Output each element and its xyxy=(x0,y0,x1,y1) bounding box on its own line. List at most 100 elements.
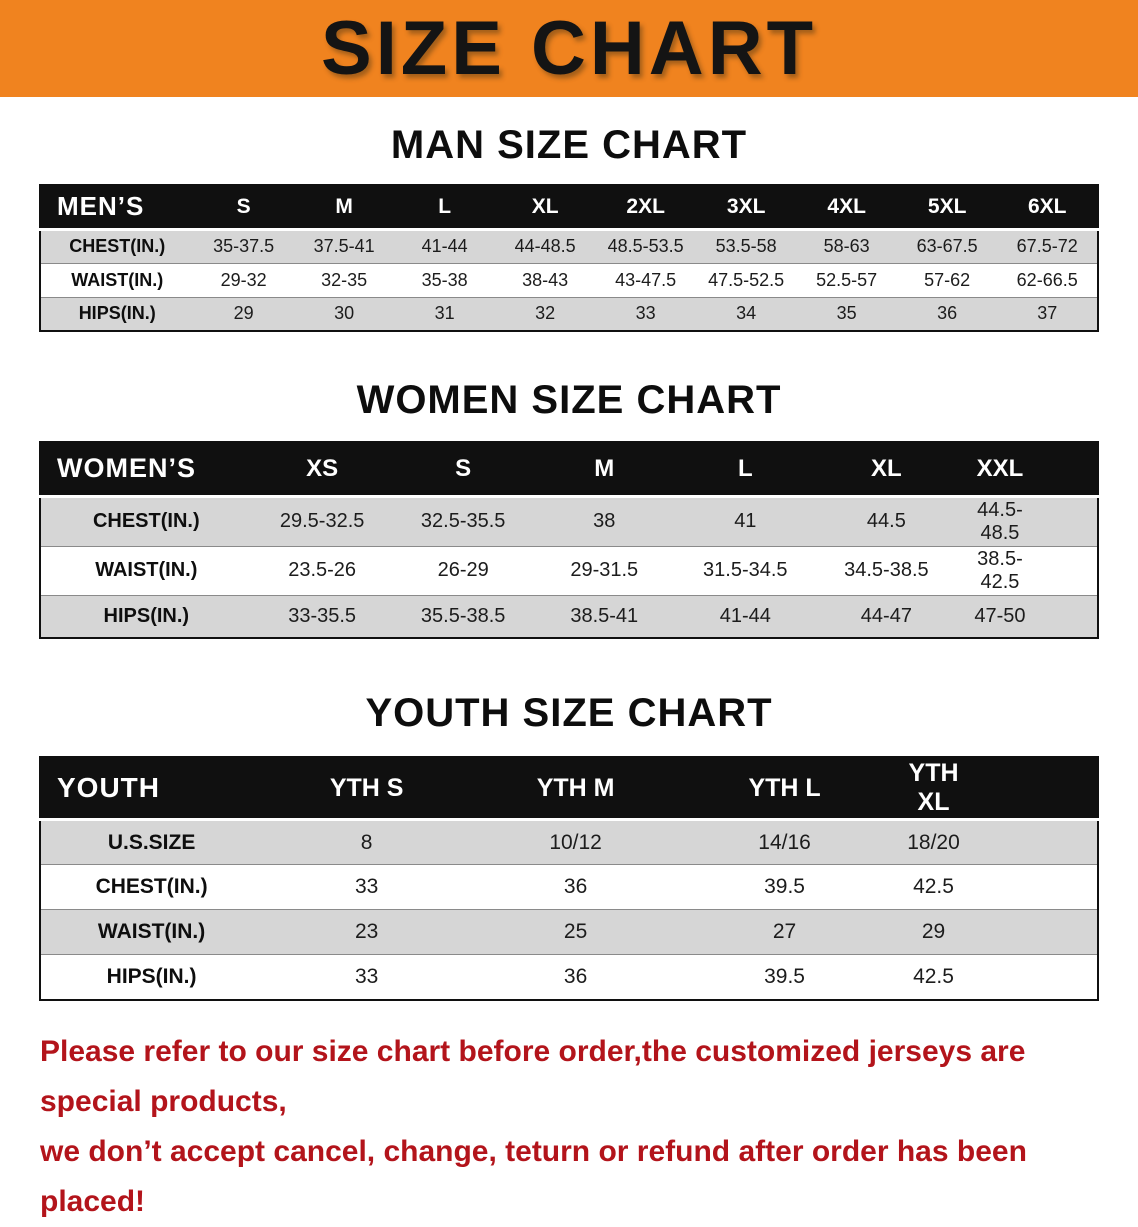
cell: 36 xyxy=(471,954,681,1000)
header-cell: 3XL xyxy=(695,185,797,231)
cell: 48.5-53.5 xyxy=(595,228,696,263)
table-row: HIPS(IN.) 33-35.5 35.5-38.5 38.5-41 41-4… xyxy=(40,594,1098,638)
header-cell: XS xyxy=(251,442,393,498)
header-cell: YTH XL xyxy=(889,757,1098,821)
header-cell: L xyxy=(394,185,495,231)
header-cell: XL xyxy=(815,442,957,498)
cell: 27 xyxy=(680,909,890,955)
cell: 31 xyxy=(394,296,495,331)
youth-header-corner: YOUTH xyxy=(40,757,263,821)
cell: 41 xyxy=(674,495,816,546)
youth-section-title: YOUTH SIZE CHART xyxy=(365,691,773,735)
header-cell: M xyxy=(533,442,675,498)
cell: 38.5-42.5 xyxy=(956,545,1098,595)
cell: 36 xyxy=(471,864,681,910)
table-row: CHEST(IN.) 33 36 39.5 42.5 xyxy=(40,864,1098,910)
cell: 33 xyxy=(262,954,472,1000)
cell: 38 xyxy=(533,495,675,546)
table-row: WAIST(IN.) 23.5-26 26-29 29-31.5 31.5-34… xyxy=(40,545,1098,595)
footer-note-line-1: Please refer to our size chart before or… xyxy=(40,1034,1026,1118)
cell: 32 xyxy=(494,296,596,331)
cell: 35 xyxy=(796,296,897,331)
cell: 57-62 xyxy=(896,262,998,297)
header-cell: 6XL xyxy=(997,185,1098,231)
table-row: CHEST(IN.) 29.5-32.5 32.5-35.5 38 41 44.… xyxy=(40,495,1098,546)
cell: 30 xyxy=(293,296,395,331)
women-table-header: WOMEN’S XS S M L XL XXL xyxy=(40,442,1098,498)
cell: 67.5-72 xyxy=(997,228,1098,263)
header-cell: S xyxy=(392,442,534,498)
women-header-corner: WOMEN’S xyxy=(40,442,252,498)
cell: 44-47 xyxy=(815,594,957,638)
cell: 33 xyxy=(262,864,472,910)
header-cell: M xyxy=(293,185,395,231)
cell: 63-67.5 xyxy=(896,228,998,263)
cell: 35.5-38.5 xyxy=(392,594,534,638)
cell: 36 xyxy=(896,296,998,331)
header-row: MEN’S S M L XL 2XL 3XL 4XL 5XL 6XL xyxy=(40,185,1098,231)
cell: 31.5-34.5 xyxy=(674,545,816,595)
cell: 62-66.5 xyxy=(997,262,1098,297)
cell: 58-63 xyxy=(796,228,897,263)
cell: 29 xyxy=(889,909,1098,955)
cell: 35-37.5 xyxy=(193,228,294,263)
header-cell: 2XL xyxy=(595,185,696,231)
header-cell: XL xyxy=(494,185,596,231)
header-cell: YTH L xyxy=(680,757,890,821)
table-row: CHEST(IN.) 35-37.5 37.5-41 41-44 44-48.5… xyxy=(40,228,1098,263)
cell: 26-29 xyxy=(392,545,534,595)
cell: 23.5-26 xyxy=(251,545,393,595)
page-title: SIZE CHART xyxy=(321,6,817,91)
cell: 34 xyxy=(695,296,797,331)
cell: 25 xyxy=(471,909,681,955)
header-cell: S xyxy=(193,185,294,231)
cell: 42.5 xyxy=(889,864,1098,910)
header-cell: YTH S xyxy=(262,757,472,821)
cell: 23 xyxy=(262,909,472,955)
cell: 29-31.5 xyxy=(533,545,675,595)
row-label: CHEST(IN.) xyxy=(40,228,194,263)
row-label: U.S.SIZE xyxy=(40,819,263,865)
footer-note-line-2: we don’t accept cancel, change, teturn o… xyxy=(40,1134,1027,1218)
header-cell: 5XL xyxy=(896,185,998,231)
cell: 32.5-35.5 xyxy=(392,495,534,546)
table-row: HIPS(IN.) 29 30 31 32 33 34 35 36 37 xyxy=(40,296,1098,331)
cell: 34.5-38.5 xyxy=(815,545,957,595)
youth-table-body: U.S.SIZE 8 10/12 14/16 18/20 CHEST(IN.) … xyxy=(40,819,1098,1000)
cell: 35-38 xyxy=(394,262,495,297)
row-label: CHEST(IN.) xyxy=(40,864,263,910)
cell: 8 xyxy=(262,819,472,865)
table-row: WAIST(IN.) 23 25 27 29 xyxy=(40,909,1098,955)
header-cell: 4XL xyxy=(796,185,897,231)
cell: 39.5 xyxy=(680,864,890,910)
cell: 41-44 xyxy=(674,594,816,638)
cell: 37 xyxy=(997,296,1098,331)
cell: 44-48.5 xyxy=(494,228,596,263)
women-section-title: WOMEN SIZE CHART xyxy=(356,378,782,422)
cell: 47.5-52.5 xyxy=(695,262,797,297)
row-label: WAIST(IN.) xyxy=(40,909,263,955)
cell: 53.5-58 xyxy=(695,228,797,263)
cell: 38-43 xyxy=(494,262,596,297)
cell: 32-35 xyxy=(293,262,395,297)
cell: 44.5 xyxy=(815,495,957,546)
header-cell: YTH M xyxy=(471,757,681,821)
men-header-corner: MEN’S xyxy=(40,185,194,231)
header-row: WOMEN’S XS S M L XL XXL xyxy=(40,442,1098,498)
row-label: WAIST(IN.) xyxy=(40,545,252,595)
cell: 43-47.5 xyxy=(595,262,696,297)
cell: 52.5-57 xyxy=(796,262,897,297)
cell: 37.5-41 xyxy=(293,228,395,263)
banner: SIZE CHART xyxy=(0,0,1138,97)
cell: 14/16 xyxy=(680,819,890,865)
cell: 29 xyxy=(193,296,294,331)
table-row: HIPS(IN.) 33 36 39.5 42.5 xyxy=(40,954,1098,1000)
row-label: WAIST(IN.) xyxy=(40,262,194,297)
cell: 29-32 xyxy=(193,262,294,297)
cell: 42.5 xyxy=(889,954,1098,1000)
men-size-table: MEN’S S M L XL 2XL 3XL 4XL 5XL 6XL CHEST… xyxy=(39,184,1099,332)
women-table-body: CHEST(IN.) 29.5-32.5 32.5-35.5 38 41 44.… xyxy=(40,495,1098,638)
cell: 18/20 xyxy=(889,819,1098,865)
header-cell: L xyxy=(674,442,816,498)
